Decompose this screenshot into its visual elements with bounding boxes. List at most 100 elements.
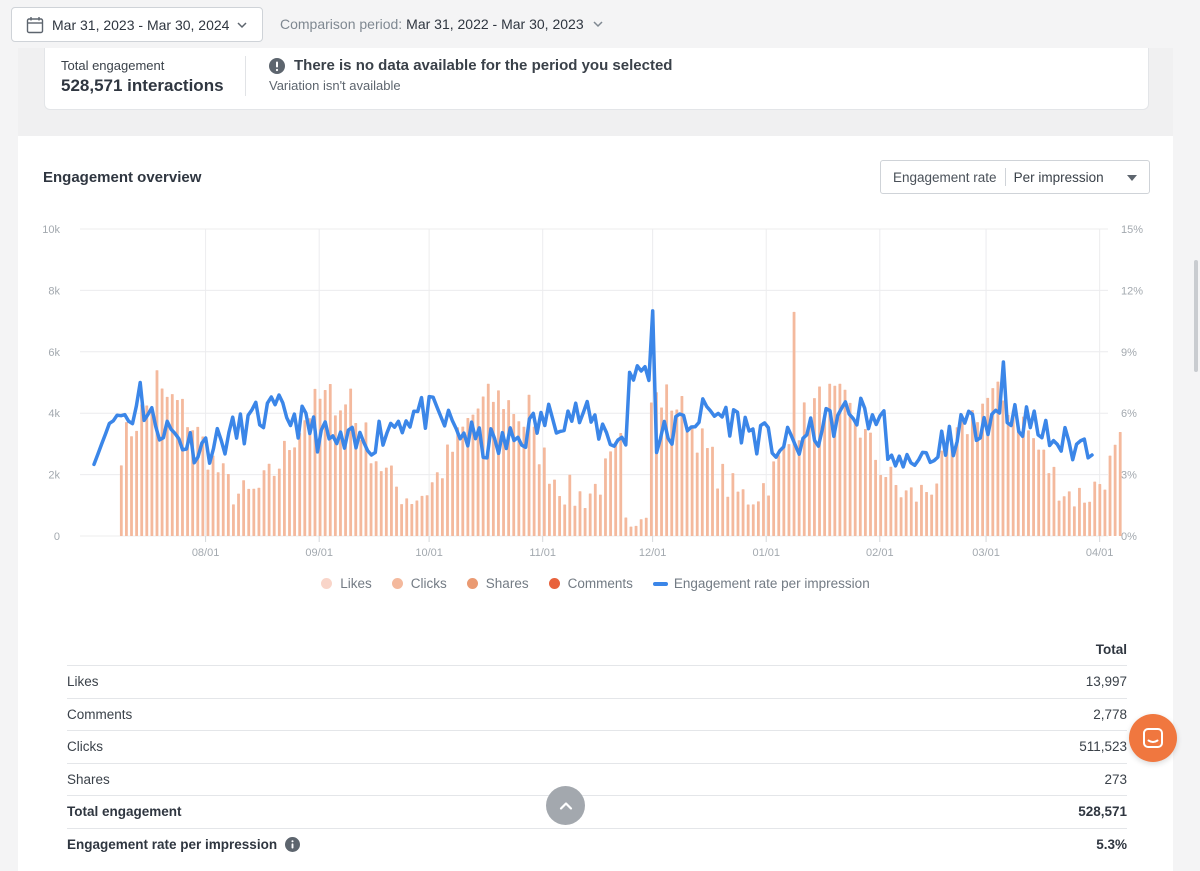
chevron-down-icon	[237, 22, 247, 29]
bar-clicks	[945, 441, 949, 536]
metric-value: Per impression	[1013, 169, 1104, 185]
row-label: Total engagement	[67, 804, 182, 820]
bar-clicks	[451, 451, 454, 536]
bar-clicks	[1072, 506, 1076, 536]
bar-clicks	[619, 432, 623, 536]
y-left-tick-label: 6k	[48, 347, 60, 359]
comparison-label: Comparison period:	[280, 16, 403, 32]
bar-clicks	[390, 465, 393, 536]
page-scrollbar[interactable]	[1190, 48, 1200, 871]
bar-clicks	[420, 495, 424, 536]
bar-clicks	[125, 422, 128, 536]
bar-clicks	[833, 385, 837, 536]
bar-clicks	[848, 402, 852, 536]
row-label: Likes	[67, 674, 99, 690]
chat-support-button[interactable]	[1129, 714, 1177, 762]
legend-comments-dot	[548, 578, 560, 589]
bar-clicks	[282, 440, 286, 536]
bar-clicks	[690, 425, 694, 536]
bar-clicks	[593, 483, 597, 536]
date-range-picker[interactable]: Mar 31, 2023 - Mar 30, 2024	[11, 7, 263, 42]
no-data-title: There is no data available for the perio…	[294, 57, 673, 74]
bar-clicks	[614, 442, 618, 536]
bar-clicks	[756, 501, 760, 536]
total-engagement-label: Total engagement	[61, 58, 165, 73]
legend-engagement-rate-line	[652, 581, 668, 586]
bar-clicks	[1047, 473, 1051, 536]
info-icon[interactable]	[285, 837, 301, 853]
panel-title: Engagement overview	[43, 169, 202, 186]
bar-clicks	[293, 447, 296, 536]
bar-clicks	[695, 452, 699, 536]
x-tick-label: 11/01	[529, 547, 556, 559]
y-right-tick-label: 0%	[1121, 531, 1137, 543]
legend-shares[interactable]: Shares	[466, 576, 529, 591]
y-right-tick-label: 3%	[1121, 470, 1137, 482]
scrollbar-thumb[interactable]	[1194, 260, 1198, 372]
row-label: Engagement rate per impression	[67, 837, 278, 853]
bar-clicks	[186, 427, 189, 536]
bar-clicks	[221, 463, 225, 536]
bar-clicks	[863, 428, 867, 536]
legend-clicks-label: Clicks	[410, 576, 447, 591]
bar-clicks	[940, 450, 944, 536]
bar-clicks	[491, 401, 495, 536]
metric-label: Engagement rate	[893, 169, 997, 185]
bar-clicks	[1103, 489, 1107, 536]
totals-table: Total Likes 13,997 Comments 2,778 Clicks…	[67, 634, 1127, 861]
bar-clicks	[512, 413, 516, 536]
x-tick-label: 10/01	[415, 547, 443, 559]
bar-clicks	[517, 421, 521, 536]
bar-clicks	[379, 471, 383, 536]
bar-clicks	[262, 470, 266, 536]
bar-clicks	[466, 418, 470, 536]
bar-clicks	[481, 396, 485, 536]
bar-clicks	[303, 420, 307, 536]
bar-clicks	[843, 389, 847, 536]
bar-clicks	[181, 398, 184, 536]
legend-comments[interactable]: Comments	[548, 576, 633, 591]
caret-down-icon	[1127, 175, 1137, 181]
x-tick-label: 12/01	[639, 547, 667, 559]
engagement-rate-select[interactable]: Engagement rate Per impression	[880, 160, 1150, 194]
x-tick-label: 04/01	[1086, 547, 1114, 559]
bar-clicks	[232, 504, 235, 536]
bar-clicks	[604, 458, 607, 536]
row-value: 511,523	[1079, 739, 1127, 755]
row-value: 13,997	[1085, 674, 1127, 690]
legend-engagement-rate[interactable]: Engagement rate per impression	[652, 576, 870, 591]
bar-clicks	[267, 463, 271, 536]
bar-clicks	[874, 459, 877, 536]
bar-clicks	[461, 426, 465, 536]
comparison-period-dropdown[interactable]: Comparison period: Mar 31, 2022 - Mar 30…	[280, 16, 604, 32]
bar-clicks	[904, 490, 908, 536]
bar-clicks	[558, 495, 562, 536]
no-data-subtitle: Variation isn't available	[269, 78, 401, 93]
bar-clicks	[960, 416, 964, 536]
y-right-tick-label: 9%	[1121, 347, 1137, 359]
y-left-tick-label: 8k	[48, 285, 60, 297]
bar-clicks	[629, 526, 633, 536]
bar-clicks	[1011, 410, 1015, 536]
legend-likes[interactable]: Likes	[321, 576, 372, 591]
bar-clicks	[339, 410, 342, 536]
bar-clicks	[935, 483, 939, 536]
bar-clicks	[828, 383, 832, 536]
scroll-to-top-button[interactable]	[546, 786, 585, 825]
bar-clicks	[1027, 430, 1030, 536]
bar-clicks	[909, 487, 913, 536]
bar-clicks	[369, 463, 373, 536]
bar-clicks	[609, 451, 612, 536]
bar-clicks	[649, 402, 653, 536]
bar-clicks	[410, 504, 414, 536]
bar-clicks	[665, 384, 669, 536]
bar-clicks	[425, 495, 429, 536]
bar-clicks	[435, 472, 439, 536]
x-tick-label: 01/01	[752, 547, 780, 559]
bar-clicks	[242, 480, 246, 536]
select-separator	[1004, 168, 1006, 186]
bar-clicks	[1032, 438, 1035, 536]
legend-clicks[interactable]: Clicks	[391, 576, 447, 591]
bar-clicks	[150, 408, 154, 536]
bar-clicks	[746, 504, 750, 536]
